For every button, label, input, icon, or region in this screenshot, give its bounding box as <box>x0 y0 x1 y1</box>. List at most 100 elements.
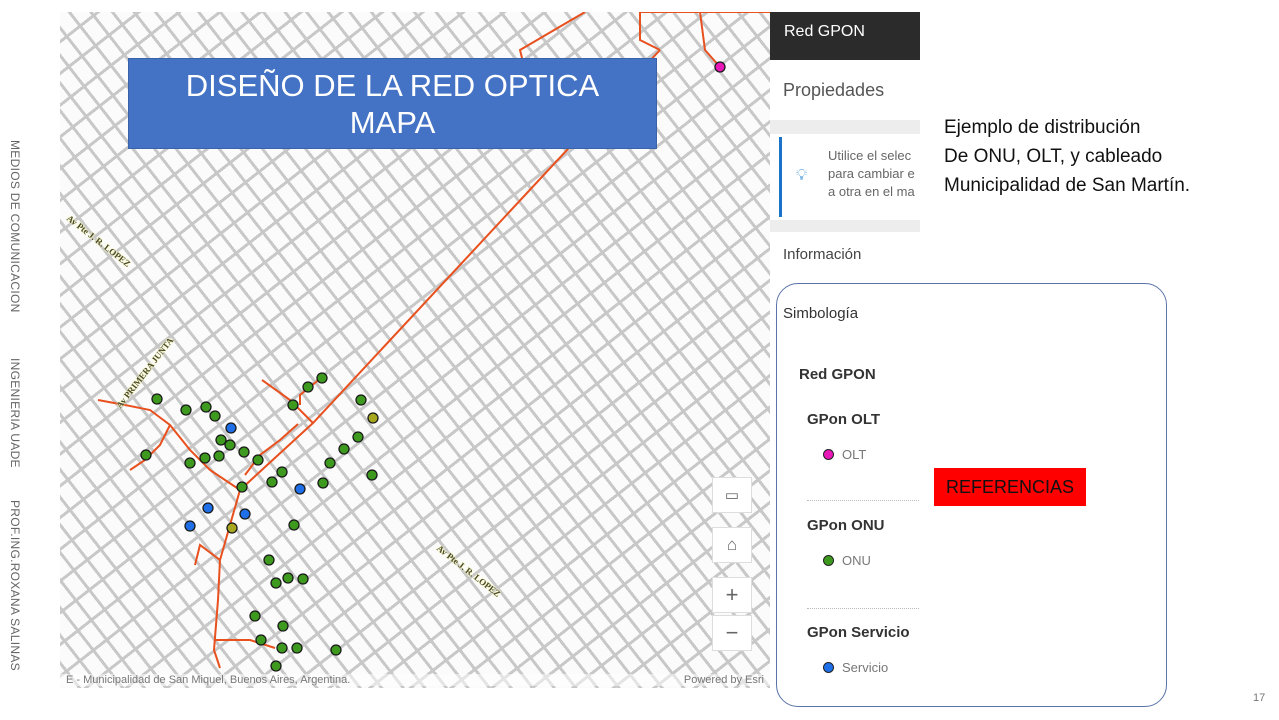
onu-dot-icon <box>823 555 834 566</box>
onu-node[interactable] <box>276 466 288 478</box>
legend-group-onu: GPon ONU <box>807 517 885 534</box>
gpon-network <box>97 12 770 672</box>
onu-node[interactable] <box>224 439 236 451</box>
fiber-cable <box>194 543 221 566</box>
onu-node[interactable] <box>238 446 250 458</box>
properties-title: Propiedades <box>783 80 885 100</box>
tip-line: Utilice el selec <box>828 148 912 163</box>
onu-node[interactable] <box>200 401 212 413</box>
onu-node[interactable] <box>366 469 378 481</box>
description-line: Ejemplo de distribución <box>944 117 1141 138</box>
credit-course: MEDIOS DE COMUNICACION <box>8 140 22 313</box>
legend-item-onu: ONU <box>823 553 871 568</box>
title-line-1: DISEÑO DE LA RED OPTICA <box>185 68 600 103</box>
legend-highlight-box <box>776 283 1167 707</box>
onu-node[interactable] <box>151 393 163 405</box>
divider <box>807 608 919 609</box>
info-title[interactable]: Información <box>783 246 862 263</box>
onu-node[interactable] <box>352 431 364 443</box>
zoom-out-button[interactable]: − <box>712 615 752 651</box>
onu-node[interactable] <box>277 620 289 632</box>
onu-node[interactable] <box>302 381 314 393</box>
legend-item-label: Servicio <box>842 660 889 675</box>
olt-dot-icon <box>823 449 834 460</box>
tip-line: para cambiar e <box>828 166 915 181</box>
onu-node[interactable] <box>184 457 196 469</box>
olt-node[interactable] <box>714 61 726 73</box>
onu-node[interactable] <box>252 454 264 466</box>
onu-node[interactable] <box>209 410 221 422</box>
onu-node[interactable] <box>215 434 227 446</box>
legend-item-label: OLT <box>842 447 867 462</box>
legend-group-olt: GPon OLT <box>807 411 881 428</box>
onu-node[interactable] <box>140 449 152 461</box>
onu-node[interactable] <box>270 577 282 589</box>
minus-icon: − <box>725 620 739 645</box>
fiber-cable <box>212 489 241 669</box>
onu-node[interactable] <box>316 372 328 384</box>
zoom-in-button[interactable]: + <box>712 577 752 613</box>
title-line-2: MAPA <box>349 105 436 140</box>
servicio-node[interactable] <box>294 483 306 495</box>
fiber-cable <box>214 639 276 649</box>
description-line: De ONU, OLT, y cableado <box>944 146 1163 167</box>
onu-node[interactable] <box>324 457 336 469</box>
servicio-node[interactable] <box>239 508 251 520</box>
legend-layer: Red GPON <box>799 366 876 383</box>
onu-node[interactable] <box>282 572 294 584</box>
onu-node[interactable] <box>263 554 275 566</box>
fiber-cable <box>299 377 322 405</box>
credit-university: INGENIERIA UADE <box>8 358 22 468</box>
onu-node[interactable] <box>317 477 329 489</box>
fiber-cable <box>244 423 299 476</box>
servicio-node[interactable] <box>202 502 214 514</box>
onu-node[interactable] <box>266 476 278 488</box>
lightbulb-icon: 💡︎ <box>796 167 808 184</box>
divider <box>807 500 919 501</box>
splitter-node[interactable] <box>367 412 379 424</box>
fullscreen-button[interactable]: ▭ <box>712 477 752 513</box>
legend-item-label: ONU <box>842 553 871 568</box>
fiber-cable <box>639 12 770 51</box>
onu-node[interactable] <box>199 452 211 464</box>
onu-node[interactable] <box>288 519 300 531</box>
onu-node[interactable] <box>330 644 342 656</box>
onu-node[interactable] <box>291 642 303 654</box>
side-credits: MEDIOS DE COMUNICACION INGENIERIA UADE P… <box>8 140 28 680</box>
onu-node[interactable] <box>276 642 288 654</box>
onu-node[interactable] <box>180 404 192 416</box>
tip-line: a otra en el ma <box>828 184 915 199</box>
onu-node[interactable] <box>213 450 225 462</box>
home-button[interactable]: ⌂ <box>712 527 752 563</box>
onu-node[interactable] <box>236 481 248 493</box>
divider <box>770 120 920 134</box>
servicio-node[interactable] <box>184 520 196 532</box>
home-icon: ⌂ <box>726 535 738 554</box>
slide-title: DISEÑO DE LA RED OPTICA MAPA <box>128 58 657 149</box>
onu-node[interactable] <box>297 573 309 585</box>
legend-item-olt: OLT <box>823 447 866 462</box>
credit-professor: PROF.ING.ROXANA SALINAS <box>8 500 22 671</box>
references-label: REFERENCIAS <box>934 468 1086 506</box>
divider <box>770 220 920 232</box>
splitter-node[interactable] <box>226 522 238 534</box>
onu-node[interactable] <box>270 660 282 672</box>
slide-description: Ejemplo de distribución De ONU, OLT, y c… <box>944 113 1190 200</box>
legend-group-servicio: GPon Servicio <box>807 624 910 641</box>
servicio-node[interactable] <box>225 422 237 434</box>
onu-node[interactable] <box>287 399 299 411</box>
onu-node[interactable] <box>249 610 261 622</box>
attribution-text: E - Municipalidad de San Miquel, Buenos … <box>66 674 351 686</box>
legend-title[interactable]: Simbología <box>783 305 859 322</box>
plus-icon: + <box>725 582 739 607</box>
page-number: 17 <box>1253 692 1266 704</box>
powered-by-link[interactable]: Powered by Esri <box>683 674 764 686</box>
onu-node[interactable] <box>255 634 267 646</box>
servicio-dot-icon <box>823 662 834 673</box>
onu-node[interactable] <box>355 394 367 406</box>
onu-node[interactable] <box>338 443 350 455</box>
panel-header: Red GPON <box>770 12 920 60</box>
description-line: Municipalidad de San Martín. <box>944 175 1191 196</box>
fiber-cable <box>129 424 171 471</box>
fiber-cable <box>261 379 314 424</box>
